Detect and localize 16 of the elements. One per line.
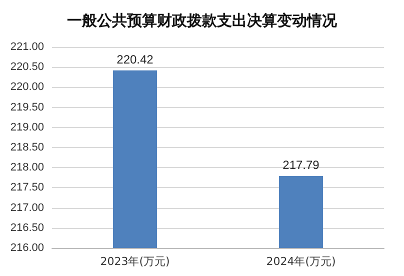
y-tick-label: 220.00 bbox=[10, 81, 44, 94]
y-tick-label: 219.00 bbox=[10, 121, 44, 134]
y-tick-label: 219.50 bbox=[10, 101, 44, 114]
y-tick-label: 216.00 bbox=[10, 242, 44, 254]
y-tick-label: 216.50 bbox=[10, 222, 44, 234]
data-label: 220.42 bbox=[116, 52, 154, 66]
y-tick-label: 218.50 bbox=[10, 142, 44, 154]
y-tick-label: 220.50 bbox=[10, 61, 44, 74]
chart-title: 一般公共预算财政拨款支出决算变动情况 bbox=[67, 12, 338, 30]
y-tick-label: 221.00 bbox=[10, 41, 44, 53]
data-label: 217.79 bbox=[282, 158, 320, 172]
y-tick-label: 218.00 bbox=[10, 162, 44, 174]
x-tick-label: 2023年(万元) bbox=[100, 255, 170, 268]
x-tick-label: 2024年(万元) bbox=[266, 255, 336, 268]
y-tick-label: 217.50 bbox=[10, 182, 44, 194]
y-tick-label: 217.00 bbox=[10, 202, 44, 214]
